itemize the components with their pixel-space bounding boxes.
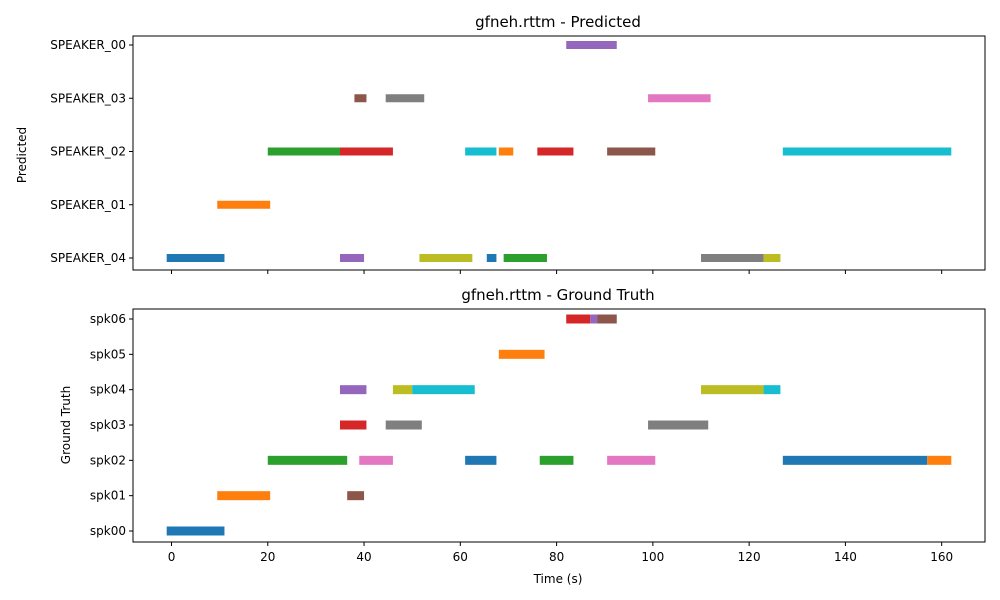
predicted-ytick-label: SPEAKER_03 [50,91,126,105]
ground-truth-ylabel: Ground Truth [59,386,73,464]
predicted-segment-bar [701,254,764,262]
ground-truth-ytick-label: spk05 [90,347,126,361]
ground-truth-xtick-label: 80 [549,550,564,564]
predicted-segment-bar [385,94,425,103]
predicted-ylabel: Predicted [15,127,29,183]
predicted-segment-bar [267,147,340,156]
predicted-segment-bar [354,94,367,103]
ground-truth-segment-bar [217,491,271,501]
ground-truth-segment-bar [267,455,348,465]
ground-truth-segment-bar [339,385,367,395]
ground-truth-segment-bar [498,349,545,359]
predicted-segment-bar [339,147,393,156]
ground-truth-segment-bar [385,420,422,430]
predicted-segment-bar [465,147,497,156]
ground-truth-xtick-label: 160 [930,550,953,564]
ground-truth-segment-bar [412,385,475,395]
ground-truth-segment-bar [539,455,574,465]
predicted-segment-bar [607,147,656,156]
ground-truth-ytick-label: spk01 [90,489,126,503]
ground-truth-xtick-label: 60 [453,550,468,564]
ground-truth-segment-bar [590,314,598,324]
ground-truth-segment-bar [339,420,367,430]
ground-truth-panel: gfneh.rttm - Ground Truth Ground Truth T… [59,286,986,586]
predicted-segment-bar [782,147,952,156]
ground-truth-plot-frame [132,308,986,543]
ground-truth-segment-bar [347,491,365,501]
ground-truth-segment-bar [607,455,656,465]
predicted-segment-bar [486,254,497,262]
ground-truth-xlabel: Time (s) [533,572,583,586]
predicted-segment-bar [566,41,617,49]
ground-truth-segment-bar [763,385,781,395]
ground-truth-segment-bar [465,455,497,465]
predicted-segment-bar [498,147,514,156]
predicted-segment-bar [339,254,365,262]
predicted-segment-bar [763,254,781,262]
predicted-title: gfneh.rttm - Predicted [475,13,641,31]
ground-truth-xtick-label: 120 [738,550,761,564]
ground-truth-segment-bar [648,420,709,430]
predicted-segment-bar [537,147,574,156]
ground-truth-xtick-label: 40 [356,550,371,564]
ground-truth-segment-bar [566,314,591,324]
predicted-segment-bar [648,94,711,103]
ground-truth-xtick-label: 0 [168,550,176,564]
ground-truth-xtick-label: 20 [260,550,275,564]
ground-truth-xtick-label: 140 [834,550,857,564]
predicted-ytick-label: SPEAKER_04 [50,251,126,265]
ground-truth-xtick-label: 100 [641,550,664,564]
ground-truth-ytick-label: spk03 [90,418,126,432]
predicted-segment-bar [217,200,271,209]
predicted-segment-bar [166,254,225,262]
ground-truth-segment-bar [359,455,393,465]
ground-truth-segment-bar [701,385,764,395]
ground-truth-segment-bar [597,314,617,324]
ground-truth-segment-bar [392,385,413,395]
ground-truth-title: gfneh.rttm - Ground Truth [461,286,654,304]
predicted-plot-frame [132,35,986,271]
ground-truth-segment-bar [782,455,928,465]
predicted-segment-bar [419,254,473,262]
predicted-panel: gfneh.rttm - Predicted Predicted SPEAKER… [15,13,986,274]
ground-truth-ytick-label: spk04 [90,383,126,397]
predicted-segment-bar [503,254,547,262]
predicted-ytick-label: SPEAKER_00 [50,38,126,52]
ground-truth-ytick-label: spk06 [90,312,126,326]
ground-truth-segment-bar [166,526,225,536]
predicted-ytick-label: SPEAKER_02 [50,145,126,159]
ground-truth-ytick-label: spk00 [90,524,126,538]
ground-truth-segment-bar [927,455,952,465]
ground-truth-ytick-label: spk02 [90,453,126,467]
predicted-ytick-label: SPEAKER_01 [50,198,126,212]
